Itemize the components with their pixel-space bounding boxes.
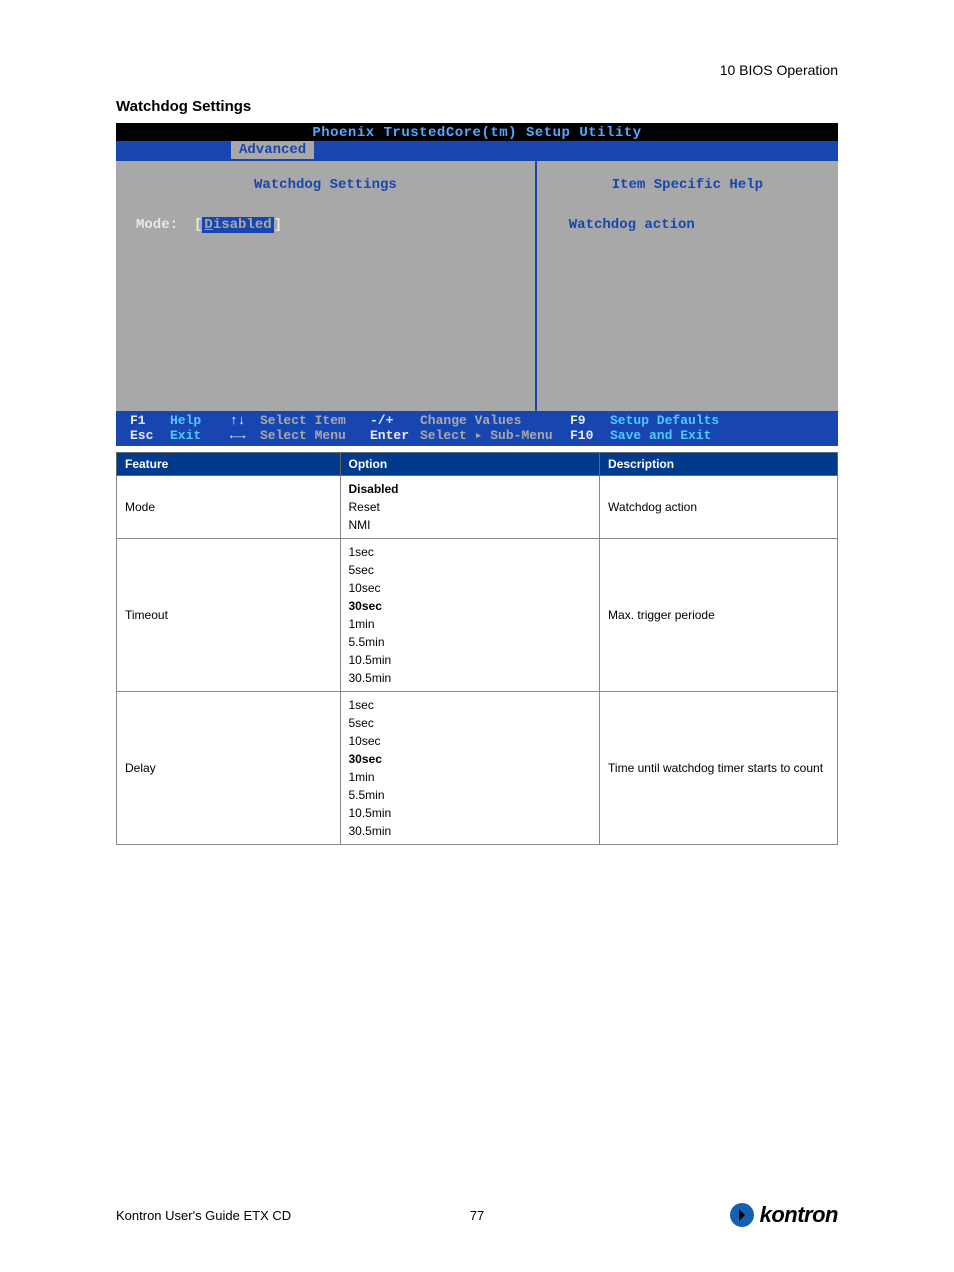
bios-menu-bar: Advanced [116, 141, 838, 161]
option-value: 1min [349, 768, 592, 786]
brand-name: kontron [760, 1202, 838, 1228]
option-value: Disabled [349, 480, 592, 498]
bios-label-select-sub: Select ▸ Sub-Menu [420, 428, 570, 443]
bios-key-pm: -/+ [370, 413, 420, 428]
table-row: ModeDisabledResetNMIWatchdog action [117, 476, 838, 539]
brand-logo: kontron [730, 1202, 838, 1228]
bios-key-esc: Esc [130, 428, 170, 443]
option-value: 5sec [349, 561, 592, 579]
table-row: Delay1sec5sec10sec30sec1min5.5min10.5min… [117, 692, 838, 845]
bios-left-panel: Watchdog Settings Mode: [Disabled] [116, 161, 537, 411]
bios-key-f9: F9 [570, 413, 610, 428]
bios-field-row: Mode: [Disabled] [136, 217, 515, 233]
kontron-logo-icon [730, 1203, 754, 1227]
option-value: 10.5min [349, 651, 592, 669]
bios-key-exit: Exit [170, 428, 230, 443]
option-value: 5.5min [349, 633, 592, 651]
option-value: 1sec [349, 696, 592, 714]
bios-screenshot: Phoenix TrustedCore(tm) Setup Utility Ad… [116, 123, 838, 446]
bios-field-label: Mode: [136, 217, 178, 233]
footer-page-number: 77 [470, 1208, 484, 1223]
bios-title-bar: Phoenix TrustedCore(tm) Setup Utility [116, 123, 838, 141]
option-value: 30.5min [349, 822, 592, 840]
td-description: Watchdog action [600, 476, 838, 539]
page-footer: Kontron User's Guide ETX CD 77 kontron [116, 1202, 838, 1228]
th-description: Description [600, 453, 838, 476]
option-value: 5.5min [349, 786, 592, 804]
option-value: NMI [349, 516, 592, 534]
td-feature: Timeout [117, 539, 341, 692]
option-value: 1sec [349, 543, 592, 561]
bios-panel-title: Watchdog Settings [136, 177, 515, 193]
bios-footer: F1 Help ↑↓ Select Item -/+ Change Values… [116, 411, 838, 446]
td-description: Time until watchdog timer starts to coun… [600, 692, 838, 845]
option-value: 10sec [349, 732, 592, 750]
td-option: 1sec5sec10sec30sec1min5.5min10.5min30.5m… [340, 692, 600, 845]
td-feature: Mode [117, 476, 341, 539]
td-option: DisabledResetNMI [340, 476, 600, 539]
option-value: 10.5min [349, 804, 592, 822]
option-value: 30sec [349, 597, 592, 615]
bios-label-select-item: Select Item [260, 413, 370, 428]
bios-label-setup-defaults: Setup Defaults [610, 413, 719, 428]
footer-guide: Kontron User's Guide ETX CD [116, 1208, 291, 1223]
section-title: Watchdog Settings [116, 98, 838, 115]
bios-title: Phoenix TrustedCore(tm) Setup Utility [312, 125, 641, 141]
th-feature: Feature [117, 453, 341, 476]
option-value: 5sec [349, 714, 592, 732]
bios-key-updown-icon: ↑↓ [230, 413, 260, 428]
option-value: 30sec [349, 750, 592, 768]
bios-field-value-wrap[interactable]: [Disabled] [194, 217, 282, 233]
bios-key-f10: F10 [570, 428, 610, 443]
td-option: 1sec5sec10sec30sec1min5.5min10.5min30.5m… [340, 539, 600, 692]
table-header-row: Feature Option Description [117, 453, 838, 476]
feature-table: Feature Option Description ModeDisabledR… [116, 452, 838, 845]
option-value: 1min [349, 615, 592, 633]
option-value: 30.5min [349, 669, 592, 687]
td-feature: Delay [117, 692, 341, 845]
bios-label-select-menu: Select Menu [260, 428, 370, 443]
chapter-header: 10 BIOS Operation [720, 62, 838, 78]
option-value: Reset [349, 498, 592, 516]
td-description: Max. trigger periode [600, 539, 838, 692]
bios-help-panel: Item Specific Help Watchdog action [537, 161, 838, 411]
bios-key-f1: F1 [130, 413, 170, 428]
table-row: Timeout1sec5sec10sec30sec1min5.5min10.5m… [117, 539, 838, 692]
bios-label-save-exit: Save and Exit [610, 428, 711, 443]
bios-help-title: Item Specific Help [557, 177, 818, 193]
bios-key-lr-icon: ←→ [230, 428, 260, 443]
bios-tab-advanced[interactable]: Advanced [231, 141, 314, 159]
th-option: Option [340, 453, 600, 476]
bios-key-enter: Enter [370, 428, 420, 443]
bios-label-change-values: Change Values [420, 413, 570, 428]
bios-help-text: Watchdog action [557, 217, 818, 233]
option-value: 10sec [349, 579, 592, 597]
bios-body: Watchdog Settings Mode: [Disabled] Item … [116, 161, 838, 411]
bios-key-help: Help [170, 413, 230, 428]
